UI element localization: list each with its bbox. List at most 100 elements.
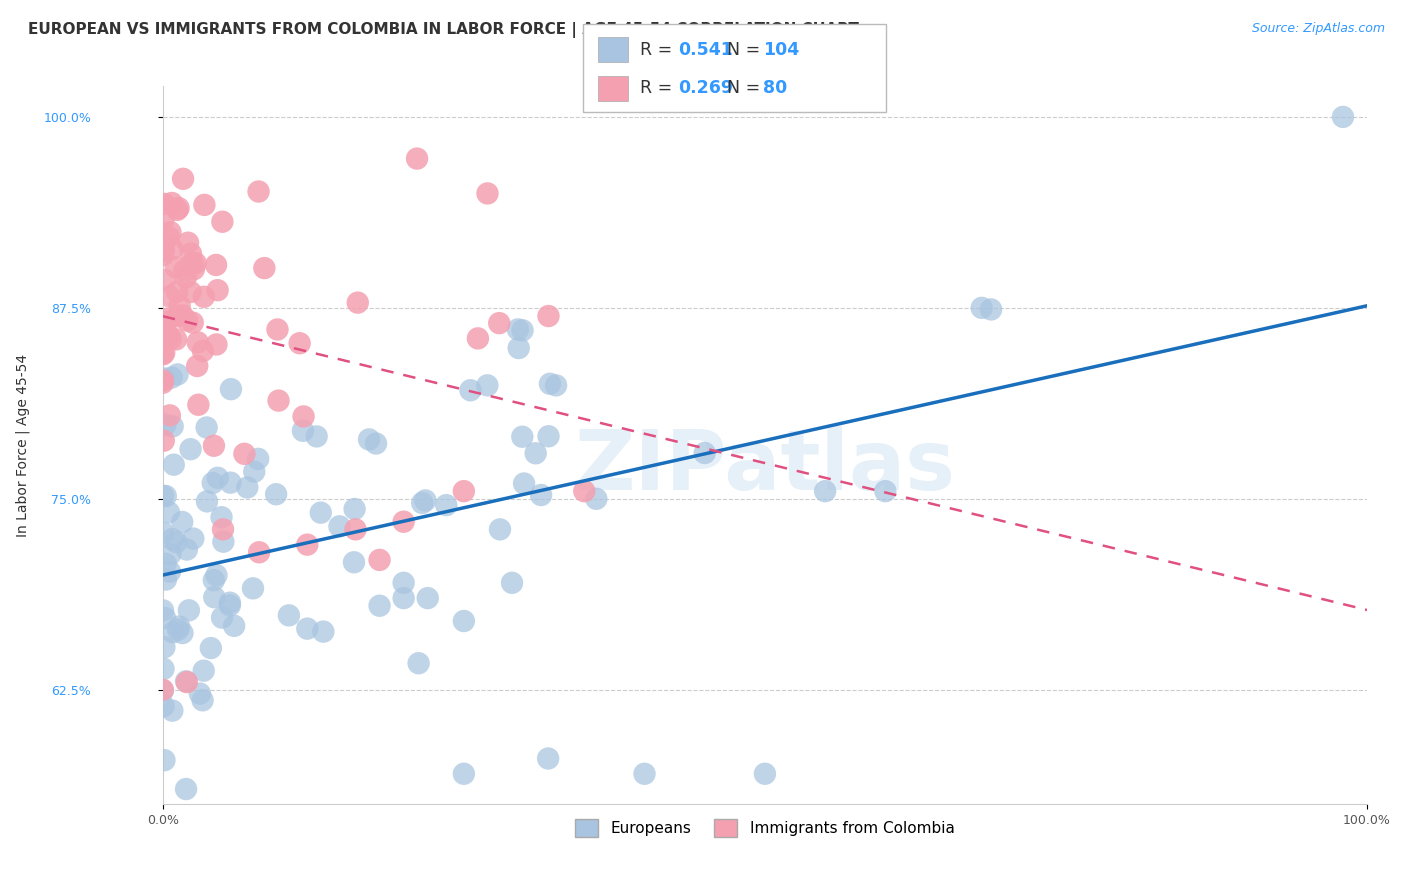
Europeans — [297, 622, 319, 636]
Europeans — [538, 376, 561, 391]
Immigrants from Colombia — [344, 522, 367, 536]
Europeans — [460, 383, 482, 397]
Europeans — [153, 611, 176, 625]
Immigrants from Colombia — [180, 285, 202, 299]
Europeans — [814, 484, 837, 499]
Immigrants from Colombia — [537, 309, 560, 323]
Europeans — [343, 502, 366, 516]
Immigrants from Colombia — [174, 270, 197, 285]
Europeans — [754, 766, 776, 780]
Europeans — [153, 753, 176, 767]
Immigrants from Colombia — [166, 202, 188, 217]
Europeans — [157, 505, 180, 519]
Immigrants from Colombia — [176, 313, 198, 327]
Immigrants from Colombia — [160, 242, 183, 256]
Europeans — [537, 751, 560, 765]
Immigrants from Colombia — [152, 320, 174, 334]
Text: N =: N = — [727, 79, 766, 97]
Europeans — [513, 476, 536, 491]
Europeans — [195, 420, 218, 434]
Immigrants from Colombia — [183, 262, 205, 277]
Europeans — [980, 302, 1002, 317]
Europeans — [415, 493, 437, 508]
Text: EUROPEAN VS IMMIGRANTS FROM COLOMBIA IN LABOR FORCE | AGE 45-54 CORRELATION CHAR: EUROPEAN VS IMMIGRANTS FROM COLOMBIA IN … — [28, 22, 859, 38]
Europeans — [242, 582, 264, 596]
Europeans — [236, 480, 259, 494]
Europeans — [1331, 110, 1354, 124]
Europeans — [633, 766, 655, 780]
Europeans — [155, 557, 177, 571]
Immigrants from Colombia — [152, 243, 174, 257]
Europeans — [152, 525, 174, 540]
Europeans — [489, 522, 512, 536]
Europeans — [434, 498, 457, 512]
Europeans — [477, 378, 499, 392]
Immigrants from Colombia — [181, 256, 204, 270]
Europeans — [357, 433, 380, 447]
Europeans — [312, 624, 335, 639]
Europeans — [155, 573, 177, 587]
Immigrants from Colombia — [160, 196, 183, 211]
Europeans — [207, 471, 229, 485]
Europeans — [224, 619, 246, 633]
Europeans — [162, 625, 184, 640]
Immigrants from Colombia — [187, 335, 209, 350]
Europeans — [368, 599, 391, 613]
Europeans — [453, 614, 475, 628]
Legend: Europeans, Immigrants from Colombia: Europeans, Immigrants from Colombia — [569, 813, 960, 843]
Immigrants from Colombia — [253, 261, 276, 276]
Europeans — [530, 488, 553, 502]
Immigrants from Colombia — [152, 434, 174, 448]
Immigrants from Colombia — [205, 337, 228, 351]
Immigrants from Colombia — [152, 682, 174, 697]
Immigrants from Colombia — [152, 244, 174, 258]
Europeans — [205, 568, 228, 582]
Europeans — [408, 657, 430, 671]
Europeans — [219, 475, 242, 490]
Europeans — [512, 323, 534, 337]
Immigrants from Colombia — [292, 409, 315, 424]
Europeans — [202, 573, 225, 587]
Europeans — [247, 451, 270, 466]
Immigrants from Colombia — [187, 398, 209, 412]
Immigrants from Colombia — [211, 215, 233, 229]
Y-axis label: In Labor Force | Age 45-54: In Labor Force | Age 45-54 — [15, 354, 30, 537]
Europeans — [264, 487, 287, 501]
Immigrants from Colombia — [406, 152, 429, 166]
Immigrants from Colombia — [152, 322, 174, 336]
Europeans — [152, 371, 174, 385]
Europeans — [693, 446, 716, 460]
Text: 80: 80 — [763, 79, 787, 97]
Europeans — [243, 465, 266, 479]
Europeans — [506, 322, 529, 336]
Immigrants from Colombia — [488, 316, 510, 330]
Immigrants from Colombia — [392, 515, 415, 529]
Immigrants from Colombia — [346, 295, 368, 310]
Immigrants from Colombia — [152, 376, 174, 390]
Europeans — [180, 442, 202, 457]
Immigrants from Colombia — [193, 290, 215, 304]
Immigrants from Colombia — [288, 336, 311, 351]
Europeans — [212, 534, 235, 549]
Europeans — [211, 610, 233, 624]
Immigrants from Colombia — [266, 322, 288, 336]
Immigrants from Colombia — [152, 321, 174, 335]
Immigrants from Colombia — [153, 346, 176, 360]
Europeans — [155, 489, 177, 503]
Europeans — [191, 693, 214, 707]
Europeans — [162, 419, 184, 434]
Immigrants from Colombia — [173, 263, 195, 277]
Immigrants from Colombia — [193, 198, 215, 212]
Immigrants from Colombia — [159, 409, 181, 423]
Immigrants from Colombia — [152, 347, 174, 361]
Europeans — [546, 378, 568, 392]
Europeans — [152, 683, 174, 698]
Europeans — [508, 341, 530, 355]
Europeans — [174, 674, 197, 689]
Immigrants from Colombia — [207, 283, 229, 297]
Immigrants from Colombia — [247, 185, 270, 199]
Europeans — [159, 547, 181, 561]
Europeans — [202, 591, 225, 605]
Text: R =: R = — [640, 79, 678, 97]
Europeans — [453, 766, 475, 780]
